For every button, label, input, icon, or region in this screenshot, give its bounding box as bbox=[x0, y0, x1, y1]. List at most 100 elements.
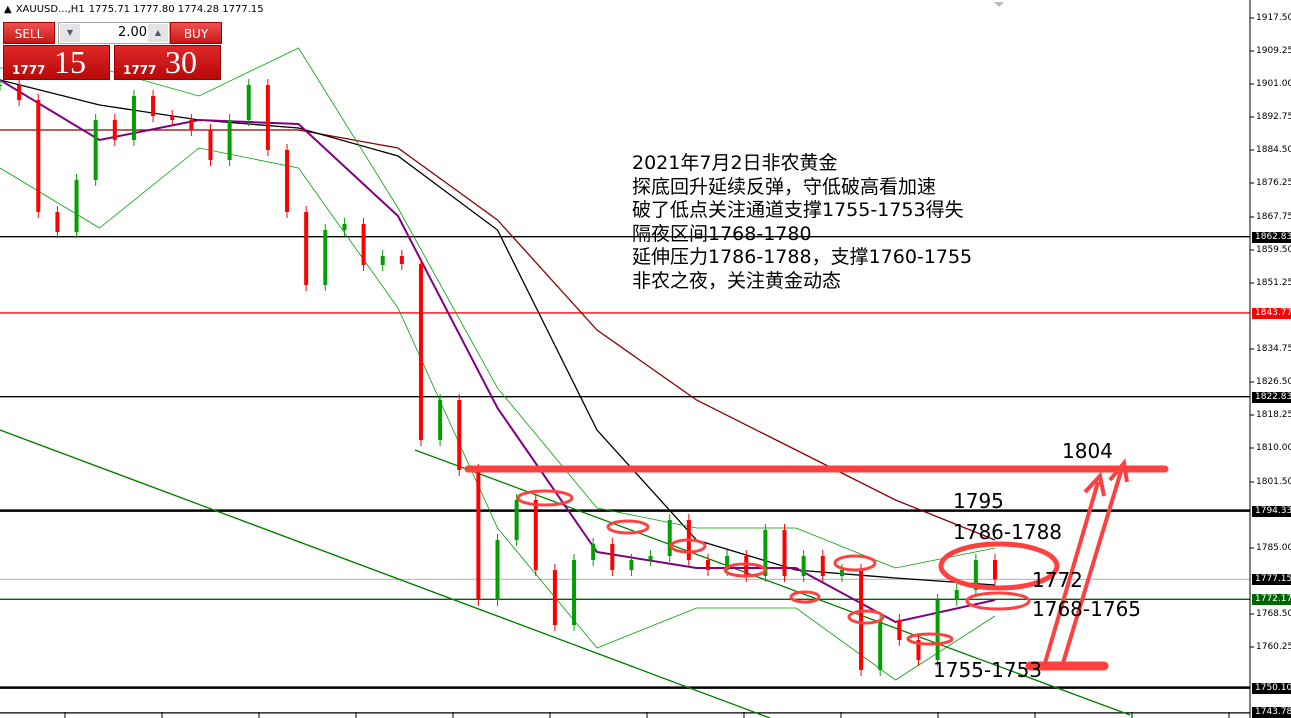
sell-price-button[interactable]: 1777 15 bbox=[3, 45, 110, 80]
candle bbox=[820, 556, 825, 576]
candle bbox=[725, 556, 730, 570]
one-click-trading-panel: SELL ▼ 2.00 ▲ BUY 1777 15 1777 30 bbox=[3, 22, 222, 80]
candle bbox=[17, 85, 22, 100]
y-tick-label: 1909.25 bbox=[1256, 46, 1291, 56]
scroll-marker-icon[interactable] bbox=[994, 2, 1004, 7]
y-tick-label: 1760.25 bbox=[1256, 642, 1291, 652]
circle-marker bbox=[606, 519, 650, 535]
circle-marker bbox=[833, 554, 877, 572]
candle bbox=[74, 180, 79, 232]
y-tick-label: 1859.50 bbox=[1256, 245, 1291, 255]
candle bbox=[993, 560, 997, 580]
note-line: 探底回升延续反弹，守低破高看加速 bbox=[632, 175, 937, 198]
level-label-1755: 1755-1753 bbox=[933, 658, 1043, 682]
decrease-lot-icon[interactable]: ▼ bbox=[60, 24, 80, 42]
candle bbox=[380, 256, 385, 265]
candle bbox=[572, 560, 577, 625]
band-upper-line bbox=[0, 47, 996, 569]
candle bbox=[418, 264, 423, 440]
y-tick-label: 1818.25 bbox=[1256, 410, 1291, 420]
candle bbox=[916, 640, 921, 660]
note-line: 非农之夜，关注黄金动态 bbox=[632, 269, 842, 292]
trendlines bbox=[0, 429, 1131, 718]
price-line-label: 1862.83 bbox=[1252, 231, 1291, 243]
circle-marker bbox=[516, 489, 574, 507]
y-tick-label: 1810.00 bbox=[1256, 443, 1291, 453]
candle bbox=[897, 620, 902, 640]
band-lower-line bbox=[0, 147, 996, 681]
candle bbox=[514, 500, 519, 540]
y-tick-label: 1917.50 bbox=[1256, 13, 1291, 23]
candle bbox=[227, 120, 232, 160]
increase-lot-icon[interactable]: ▲ bbox=[148, 24, 168, 42]
y-tick-label: 1884.50 bbox=[1256, 145, 1291, 155]
sell-price-pips: 15 bbox=[54, 45, 86, 80]
candle bbox=[93, 120, 98, 180]
symbol-label: XAUUSD...,H1 bbox=[15, 4, 85, 15]
candle bbox=[112, 120, 117, 140]
ohlc-values: 1775.71 1777.80 1774.28 1777.15 bbox=[88, 4, 264, 15]
circle-marker bbox=[789, 590, 821, 604]
candle bbox=[859, 570, 864, 670]
candle bbox=[342, 224, 347, 230]
candle bbox=[151, 96, 156, 116]
candle bbox=[438, 400, 443, 440]
candle bbox=[705, 560, 710, 570]
candle bbox=[399, 256, 404, 264]
candle bbox=[839, 570, 844, 576]
channel-line-upper[interactable] bbox=[414, 449, 1131, 716]
candle bbox=[763, 530, 768, 576]
candle bbox=[552, 570, 557, 625]
y-tick-label: 1901.00 bbox=[1256, 79, 1291, 89]
ma-fast-line bbox=[0, 79, 996, 624]
sell-button[interactable]: SELL bbox=[3, 22, 55, 44]
candle bbox=[801, 556, 806, 576]
price-line-label: 1777.15 bbox=[1252, 574, 1291, 586]
candle bbox=[285, 150, 290, 212]
candle bbox=[189, 120, 194, 130]
lot-size-stepper[interactable]: ▼ 2.00 ▲ bbox=[58, 22, 170, 44]
price-line-label: 1843.77 bbox=[1252, 307, 1291, 319]
candle bbox=[935, 600, 940, 660]
lot-size-input[interactable]: 2.00 bbox=[118, 25, 147, 40]
candle bbox=[323, 230, 328, 285]
ma-mid-line bbox=[0, 79, 996, 586]
circle-marker bbox=[965, 591, 1031, 611]
buy-price-prefix: 1777 bbox=[123, 63, 157, 77]
candle bbox=[36, 100, 41, 212]
note-line: 2021年7月2日非农黄金 bbox=[632, 152, 838, 174]
y-tick-label: 1876.25 bbox=[1256, 178, 1291, 188]
candle bbox=[170, 116, 175, 120]
price-line-label: 1822.83 bbox=[1252, 391, 1291, 403]
sell-price-prefix: 1777 bbox=[12, 63, 46, 77]
circle-marker bbox=[938, 541, 1060, 591]
level-label-1772: 1772 bbox=[1032, 568, 1083, 592]
symbol-header: ▲ XAUUSD...,H1 1775.71 1777.80 1774.28 1… bbox=[4, 4, 264, 15]
candle bbox=[610, 544, 615, 570]
candle bbox=[533, 500, 538, 570]
y-tick-label: 1768.50 bbox=[1256, 609, 1291, 619]
candle bbox=[973, 560, 978, 590]
candle bbox=[591, 544, 596, 560]
candle bbox=[648, 556, 653, 560]
candle bbox=[495, 540, 500, 600]
candle bbox=[246, 85, 251, 120]
y-tick-label: 1834.75 bbox=[1256, 344, 1291, 354]
buy-price-button[interactable]: 1777 30 bbox=[114, 45, 221, 80]
candle bbox=[55, 212, 60, 232]
candle bbox=[476, 470, 481, 600]
candle bbox=[304, 212, 309, 285]
circle-marker bbox=[906, 632, 954, 646]
candle bbox=[782, 530, 787, 576]
buy-button[interactable]: BUY bbox=[170, 22, 222, 44]
candle bbox=[878, 620, 883, 670]
level-label-1768: 1768-1765 bbox=[1032, 597, 1142, 621]
note-line: 破了低点关注通道支撑1755-1753得失 bbox=[632, 199, 964, 221]
price-line-label: 1750.10 bbox=[1252, 682, 1291, 694]
channel-line-lower[interactable] bbox=[0, 429, 771, 718]
level-label-1804: 1804 bbox=[1062, 439, 1113, 463]
annotations bbox=[464, 458, 1169, 671]
triangle-up-icon: ▲ bbox=[4, 4, 12, 15]
candle bbox=[265, 85, 270, 150]
